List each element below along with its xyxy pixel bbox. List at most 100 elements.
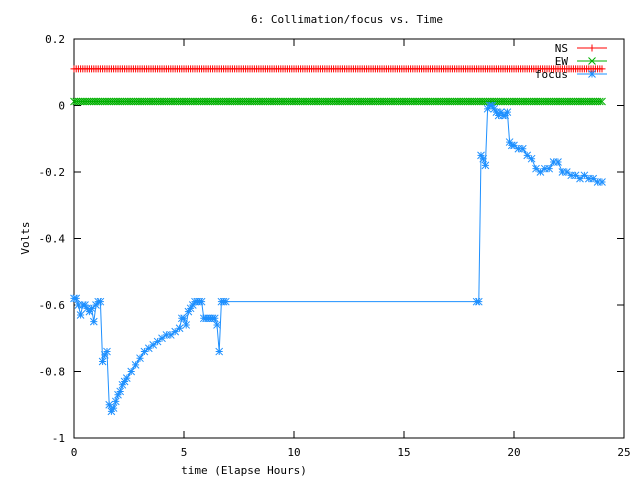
data-point-focus bbox=[490, 104, 499, 113]
data-point-focus bbox=[477, 151, 485, 160]
data-point-focus bbox=[580, 171, 589, 180]
data-point-focus bbox=[103, 347, 111, 356]
y-tick-label: 0.2 bbox=[45, 33, 65, 46]
data-point-focus bbox=[584, 174, 593, 183]
x-tick-label: 0 bbox=[71, 446, 78, 459]
series-NS bbox=[70, 65, 606, 73]
data-point-focus bbox=[131, 360, 140, 369]
data-point-focus bbox=[494, 111, 503, 120]
data-point-focus bbox=[501, 111, 510, 120]
x-tick-label: 10 bbox=[287, 446, 300, 459]
data-point-focus bbox=[221, 297, 230, 306]
data-point-focus bbox=[518, 144, 527, 153]
data-point-focus bbox=[514, 144, 523, 153]
data-point-focus bbox=[136, 354, 144, 363]
data-point-NS bbox=[598, 65, 606, 73]
x-tick-label: 20 bbox=[507, 446, 520, 459]
data-point-focus bbox=[85, 307, 94, 316]
legend-marker-NS bbox=[588, 44, 596, 52]
data-point-focus bbox=[116, 387, 125, 396]
data-point-focus bbox=[184, 307, 193, 316]
data-point-focus bbox=[474, 297, 483, 306]
x-tick-label: 15 bbox=[397, 446, 410, 459]
data-point-focus bbox=[492, 108, 501, 117]
data-point-focus bbox=[96, 297, 105, 306]
data-point-EW bbox=[598, 97, 606, 106]
data-point-focus bbox=[166, 331, 175, 339]
data-point-focus bbox=[122, 374, 131, 383]
data-point-focus bbox=[149, 341, 158, 349]
data-point-focus bbox=[589, 174, 598, 183]
series-EW bbox=[70, 97, 606, 106]
data-point-focus bbox=[81, 301, 89, 309]
data-point-focus bbox=[72, 294, 81, 303]
data-point-focus bbox=[481, 161, 490, 170]
data-point-focus bbox=[545, 164, 554, 173]
data-point-focus bbox=[175, 324, 184, 333]
y-tick-label: 0 bbox=[58, 100, 65, 113]
data-point-focus bbox=[496, 108, 505, 117]
data-point-focus bbox=[562, 168, 571, 176]
data-point-focus bbox=[87, 304, 96, 313]
data-point-focus bbox=[92, 301, 100, 309]
data-point-focus bbox=[505, 138, 514, 146]
data-point-focus bbox=[114, 390, 122, 399]
data-point-focus bbox=[118, 380, 127, 389]
data-point-focus bbox=[571, 171, 580, 180]
data-point-focus bbox=[107, 407, 116, 416]
data-point-focus bbox=[488, 101, 496, 110]
data-point-focus bbox=[213, 321, 221, 329]
data-point-focus bbox=[549, 158, 558, 166]
data-point-focus bbox=[510, 141, 518, 150]
data-point-focus bbox=[186, 304, 195, 313]
data-point-focus bbox=[83, 304, 92, 313]
plot-area: 0 5 10 15 20 25 -1 -0.8 -0.6 -0.4 -0.2 0 0.2 NSEWfocu… bbox=[39, 33, 631, 459]
data-point-focus bbox=[210, 314, 219, 323]
data-point-focus bbox=[576, 174, 584, 183]
data-point-focus bbox=[111, 397, 120, 406]
data-point-focus bbox=[98, 357, 107, 366]
data-point-focus bbox=[89, 317, 98, 326]
data-point-focus bbox=[523, 151, 532, 160]
data-point-focus bbox=[105, 400, 114, 409]
y-tick-label: -1 bbox=[52, 432, 65, 445]
data-point-focus bbox=[171, 327, 180, 336]
legend-label-NS: NS bbox=[555, 42, 568, 55]
data-point-focus bbox=[140, 347, 149, 356]
legend-label-focus: focus bbox=[535, 68, 568, 81]
data-point-focus bbox=[180, 314, 188, 323]
data-point-focus bbox=[182, 321, 191, 329]
x-tick-label: 25 bbox=[617, 446, 630, 459]
data-point-focus bbox=[158, 334, 166, 343]
data-point-focus bbox=[593, 178, 602, 186]
legend-label-EW: EW bbox=[555, 55, 569, 68]
data-point-focus bbox=[215, 347, 224, 356]
data-point-focus bbox=[120, 377, 129, 386]
data-point-focus bbox=[483, 104, 492, 113]
x-tick-label: 5 bbox=[181, 446, 188, 459]
legend-marker-EW bbox=[588, 57, 596, 65]
y-tick-label: -0.6 bbox=[39, 299, 66, 312]
x-axis-label: time (Elapse Hours) bbox=[181, 464, 307, 477]
data-point-focus bbox=[567, 171, 576, 180]
data-point-focus bbox=[540, 164, 549, 173]
data-point-focus bbox=[109, 404, 118, 412]
y-tick-label: -0.4 bbox=[39, 233, 66, 246]
data-point-focus bbox=[74, 301, 83, 309]
series-focus bbox=[70, 101, 606, 416]
y-tick-label: -0.8 bbox=[39, 366, 66, 379]
y-axis-label: Volts bbox=[19, 221, 32, 254]
data-point-focus bbox=[558, 168, 567, 176]
data-point-focus bbox=[598, 178, 606, 186]
legend-marker-focus bbox=[588, 70, 596, 78]
chart-title: 6: Collimation/focus vs. Time bbox=[251, 13, 443, 26]
data-point-focus bbox=[162, 331, 171, 339]
y-tick-label: -0.2 bbox=[39, 166, 66, 179]
data-point-focus bbox=[536, 168, 545, 176]
data-point-focus bbox=[197, 297, 206, 306]
data-point-focus bbox=[127, 367, 136, 376]
data-point-focus bbox=[527, 154, 536, 163]
